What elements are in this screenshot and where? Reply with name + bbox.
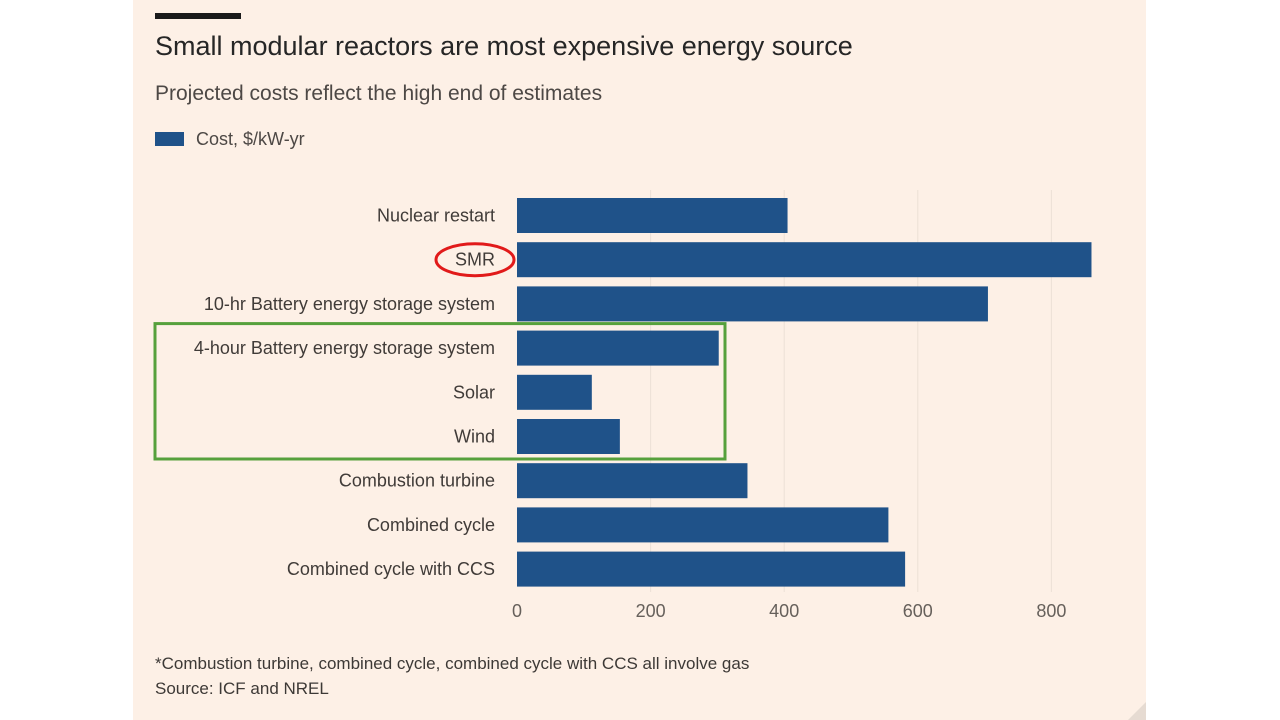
bar-combustion-turbine [517,463,748,499]
tick-label-600: 600 [903,601,933,621]
bar-10-hr-battery-energy-storage-system [517,286,988,322]
category-label-solar: Solar [453,382,495,402]
header-bar [155,13,241,19]
chart-title: Small modular reactors are most expensiv… [155,31,853,61]
bar-4-hour-battery-energy-storage-system [517,330,719,366]
tick-label-400: 400 [769,601,799,621]
tick-label-0: 0 [512,601,522,621]
legend-swatch [155,132,184,146]
bar-wind [517,419,620,454]
source-note: Source: ICF and NREL [155,679,329,698]
bar-combined-cycle-with-ccs [517,551,906,587]
category-label-10-hr-battery-energy-storage-system: 10-hr Battery energy storage system [204,294,495,314]
category-label-nuclear-restart: Nuclear restart [377,206,495,226]
footnote: *Combustion turbine, combined cycle, com… [155,654,750,673]
legend: Cost, $/kW-yr [155,127,305,151]
category-label-wind: Wind [454,427,495,447]
bar-solar [517,374,592,410]
category-label-combined-cycle-with-ccs: Combined cycle with CCS [287,559,495,579]
tick-label-800: 800 [1036,601,1066,621]
bar-smr [517,242,1092,278]
category-label-combustion-turbine: Combustion turbine [339,471,495,491]
category-label-smr: SMR [455,250,495,270]
category-label-combined-cycle: Combined cycle [367,515,495,535]
bar-nuclear-restart [517,198,788,233]
page-curl [1128,702,1146,720]
chart-subtitle: Projected costs reflect the high end of … [155,82,603,105]
renewables-highlight-box [153,322,727,461]
bar-combined-cycle [517,507,889,543]
legend-label: Cost, $/kW-yr [196,128,305,149]
category-label-4-hour-battery-energy-storage-system: 4-hour Battery energy storage system [194,338,495,358]
smr-highlight-circle [434,242,516,278]
tick-label-200: 200 [636,601,666,621]
